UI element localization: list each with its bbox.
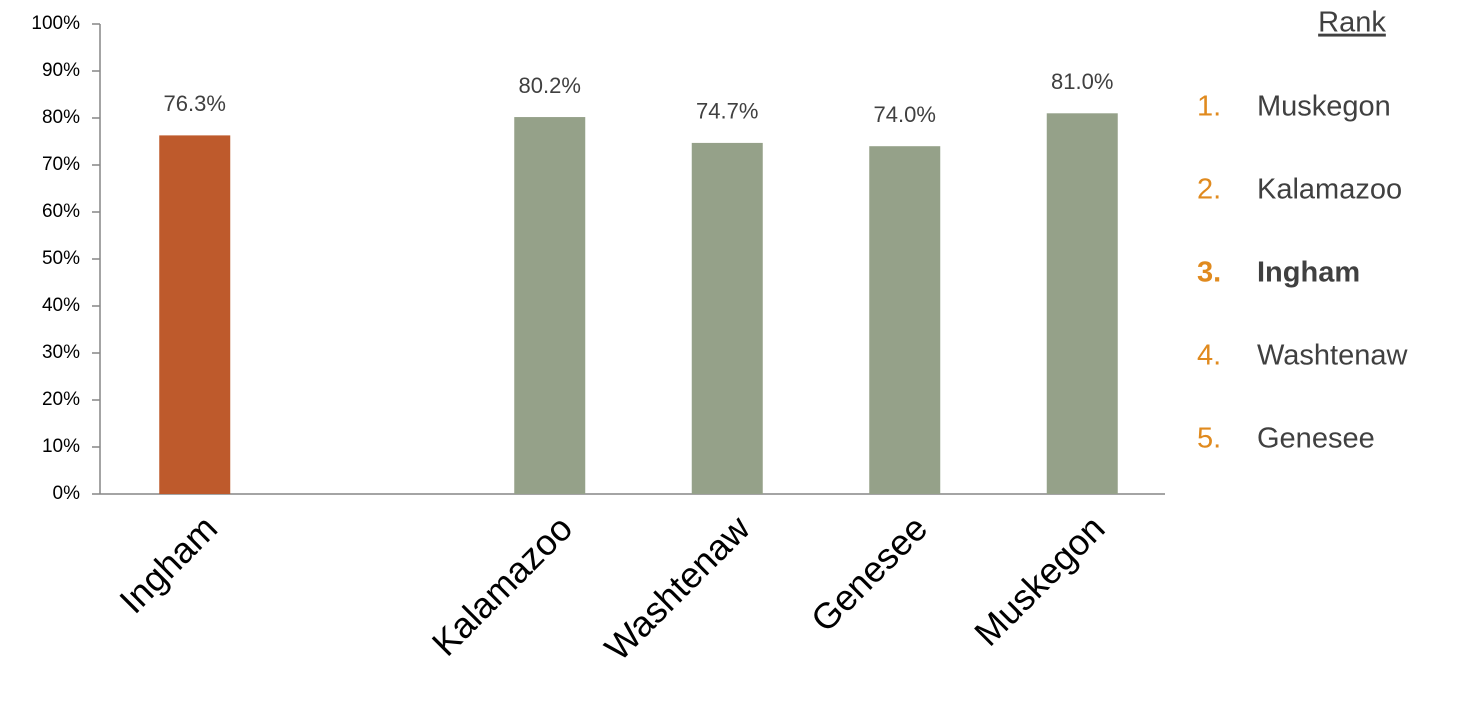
y-tick-label: 80% — [42, 107, 80, 128]
rank-number: 5. — [1197, 423, 1221, 455]
rank-name: Genesee — [1257, 423, 1375, 455]
x-tick-label: Muskegon — [966, 507, 1112, 653]
x-tick-label: Ingham — [111, 507, 225, 621]
y-tick-label: 60% — [42, 201, 80, 222]
rank-name: Washtenaw — [1257, 340, 1408, 372]
y-tick-label: 20% — [42, 389, 80, 410]
y-tick-label: 50% — [42, 248, 80, 269]
y-tick-label: 0% — [53, 483, 81, 504]
y-tick-label: 90% — [42, 60, 80, 81]
rank-name: Ingham — [1257, 257, 1360, 289]
rank-number: 4. — [1197, 340, 1221, 372]
value-label: 74.7% — [696, 99, 758, 124]
y-tick-label: 10% — [42, 436, 80, 457]
rank-number: 3. — [1197, 257, 1221, 289]
rank-name: Muskegon — [1257, 91, 1391, 123]
bar — [691, 142, 763, 494]
value-label: 76.3% — [164, 91, 226, 116]
bar — [159, 135, 231, 494]
bar — [514, 117, 586, 494]
value-label: 80.2% — [519, 73, 581, 98]
y-tick-label: 30% — [42, 342, 80, 363]
rank-title: Rank — [1318, 7, 1386, 39]
rank-number: 1. — [1197, 91, 1221, 123]
x-tick-label: Kalamazoo — [424, 507, 580, 663]
x-tick-label: Genesee — [803, 507, 935, 639]
rank-name: Kalamazoo — [1257, 174, 1402, 206]
value-label: 74.0% — [874, 102, 936, 127]
y-tick-label: 70% — [42, 154, 80, 175]
y-tick-label: 100% — [31, 13, 80, 34]
bar — [1046, 113, 1118, 495]
rank-number: 2. — [1197, 174, 1221, 206]
bar — [869, 146, 941, 494]
x-tick-label: Washtenaw — [597, 507, 759, 669]
y-tick-label: 40% — [42, 295, 80, 316]
value-label: 81.0% — [1051, 69, 1113, 94]
